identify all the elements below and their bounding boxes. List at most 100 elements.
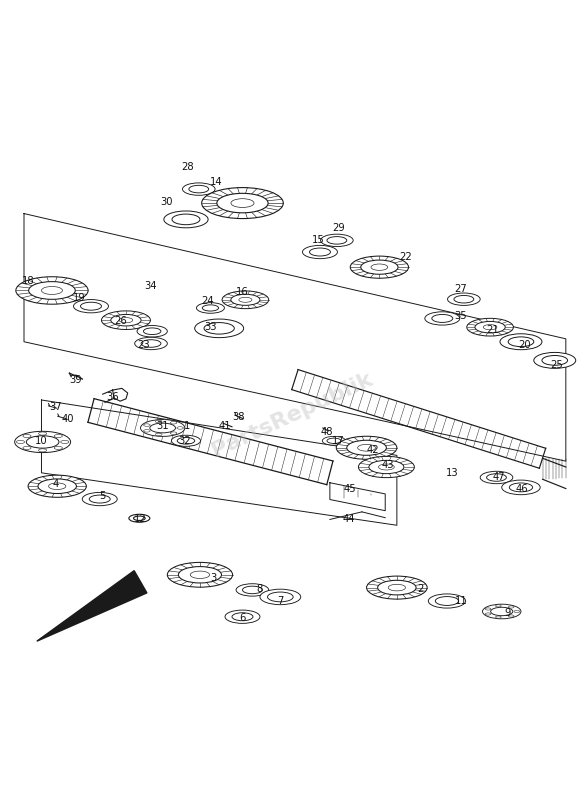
Text: 11: 11 (454, 596, 467, 606)
Text: 47: 47 (492, 472, 505, 482)
Text: 45: 45 (344, 483, 357, 494)
Text: 23: 23 (137, 340, 150, 350)
Ellipse shape (485, 613, 491, 615)
Ellipse shape (508, 615, 514, 617)
Ellipse shape (194, 319, 244, 338)
Ellipse shape (347, 440, 387, 455)
Ellipse shape (23, 434, 31, 438)
Ellipse shape (495, 616, 501, 618)
Ellipse shape (428, 594, 465, 608)
Text: 32: 32 (178, 436, 190, 446)
Text: 41: 41 (218, 422, 231, 431)
Ellipse shape (447, 293, 480, 306)
Polygon shape (37, 570, 147, 642)
Ellipse shape (74, 299, 109, 313)
Text: 5: 5 (99, 491, 106, 501)
Text: 36: 36 (106, 392, 119, 402)
Ellipse shape (534, 353, 576, 368)
Text: 31: 31 (157, 422, 169, 431)
Text: 37: 37 (50, 402, 62, 412)
Text: 8: 8 (257, 584, 263, 594)
Text: 40: 40 (61, 414, 74, 424)
Ellipse shape (144, 424, 150, 426)
Ellipse shape (135, 338, 168, 350)
Text: 16: 16 (236, 287, 249, 298)
Ellipse shape (16, 440, 25, 443)
Ellipse shape (26, 436, 59, 448)
Ellipse shape (359, 456, 415, 478)
Ellipse shape (164, 211, 208, 228)
Ellipse shape (482, 604, 521, 618)
Ellipse shape (182, 183, 215, 195)
Ellipse shape (502, 480, 540, 494)
Text: 7: 7 (277, 596, 284, 606)
Ellipse shape (480, 471, 513, 484)
Ellipse shape (467, 318, 513, 336)
Ellipse shape (425, 312, 460, 325)
Ellipse shape (102, 311, 151, 330)
Ellipse shape (168, 562, 232, 587)
Text: 24: 24 (201, 296, 214, 306)
Text: 33: 33 (204, 322, 217, 332)
Text: 43: 43 (382, 460, 394, 470)
Text: 39: 39 (69, 374, 82, 385)
Ellipse shape (54, 434, 62, 438)
Text: 22: 22 (399, 252, 412, 262)
Ellipse shape (500, 334, 542, 350)
Ellipse shape (508, 606, 514, 608)
Ellipse shape (303, 246, 338, 258)
Ellipse shape (196, 302, 224, 314)
Ellipse shape (231, 294, 260, 306)
Text: 10: 10 (35, 436, 48, 446)
Text: 1: 1 (184, 422, 190, 431)
Text: 34: 34 (145, 282, 157, 291)
Ellipse shape (16, 277, 88, 304)
Text: 4: 4 (53, 479, 59, 490)
Ellipse shape (137, 326, 168, 337)
Ellipse shape (217, 194, 268, 213)
Ellipse shape (367, 576, 427, 599)
Ellipse shape (82, 493, 117, 506)
Text: 38: 38 (232, 413, 245, 422)
Text: 20: 20 (519, 340, 531, 350)
Ellipse shape (28, 475, 86, 498)
Ellipse shape (178, 566, 221, 583)
Ellipse shape (15, 431, 71, 453)
Ellipse shape (144, 430, 150, 432)
Ellipse shape (61, 440, 69, 443)
Text: 30: 30 (161, 197, 173, 207)
Ellipse shape (350, 256, 409, 278)
Ellipse shape (475, 322, 505, 333)
Ellipse shape (225, 610, 260, 623)
Ellipse shape (222, 291, 269, 309)
Text: 27: 27 (454, 284, 467, 294)
Ellipse shape (155, 420, 162, 422)
Text: 12: 12 (134, 514, 147, 525)
Ellipse shape (485, 608, 491, 610)
Ellipse shape (171, 422, 177, 424)
Ellipse shape (495, 605, 501, 607)
Text: 21: 21 (486, 325, 499, 335)
Text: 25: 25 (551, 360, 564, 370)
Text: 44: 44 (343, 514, 355, 525)
Ellipse shape (201, 187, 283, 218)
Text: 35: 35 (455, 310, 467, 321)
Ellipse shape (514, 610, 520, 613)
Ellipse shape (177, 426, 183, 430)
Text: 19: 19 (73, 293, 86, 303)
Text: 14: 14 (210, 177, 223, 186)
Ellipse shape (39, 449, 47, 452)
Ellipse shape (111, 314, 141, 326)
Ellipse shape (378, 580, 416, 595)
Text: 9: 9 (505, 608, 511, 618)
Ellipse shape (129, 514, 150, 522)
Text: 15: 15 (312, 234, 325, 245)
Ellipse shape (23, 446, 31, 450)
Ellipse shape (39, 432, 47, 435)
Text: 29: 29 (332, 223, 345, 233)
Ellipse shape (171, 435, 200, 446)
Text: 48: 48 (321, 427, 333, 437)
Text: 17: 17 (332, 436, 345, 446)
Text: 46: 46 (516, 483, 529, 494)
Text: 26: 26 (114, 316, 127, 326)
